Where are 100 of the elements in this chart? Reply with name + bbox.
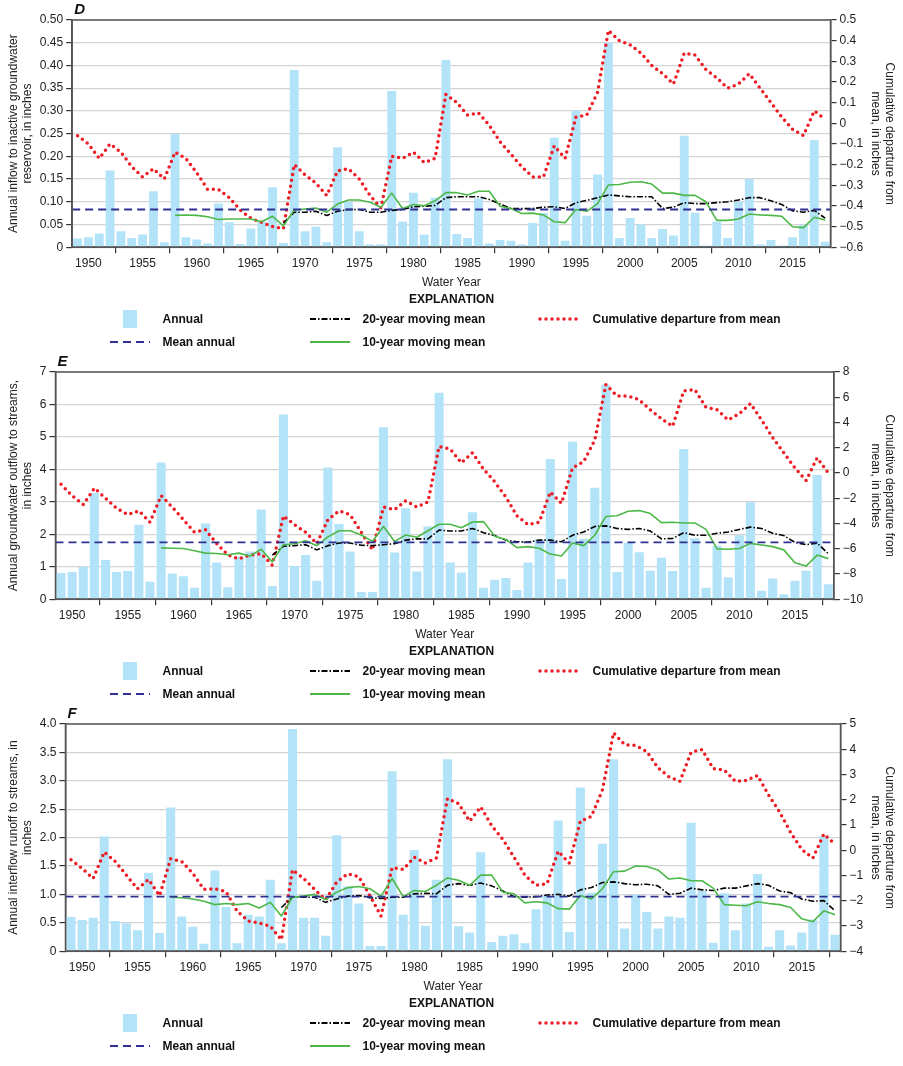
x-tick-label: 2010 (725, 255, 753, 270)
y-axis-title: Annual inflow to inactive groundwater reservoir, in inches (5, 34, 34, 233)
y-tick-label: 0.40 (39, 57, 64, 72)
y2-tick-label: −0.2 (839, 156, 864, 171)
y-axis-title: Annual interflow runoff to streams, in inches (5, 740, 34, 935)
y2-tick-label: −2 (849, 893, 864, 908)
legend-label: Mean annual (162, 335, 236, 349)
y2-tick-label: 3 (849, 766, 857, 781)
y2-tick-label: 1 (849, 817, 857, 832)
x-tick-label: 2015 (788, 959, 816, 974)
x-tick-label: 1980 (392, 607, 420, 622)
legend-label: Annual (162, 1016, 204, 1030)
x-tick-label: 2000 (614, 607, 642, 622)
x-tick-label: 1955 (129, 255, 157, 270)
x-tick-label: 1995 (566, 959, 594, 974)
y2-tick-label: −6 (842, 541, 857, 556)
x-axis-title: Water Year (423, 979, 483, 994)
x-tick-label: 2005 (670, 255, 698, 270)
y-tick-label: 3.0 (39, 773, 57, 788)
y2-tick-label: 2 (849, 792, 857, 807)
legend-label: Annual (162, 312, 204, 326)
x-tick-label: 1960 (170, 607, 198, 622)
y2-axis-title: Cumulative departure from mean, in inches (869, 62, 898, 205)
x-tick-label: 2005 (677, 959, 705, 974)
x-axis-title: Water Year (415, 627, 475, 642)
legend-label: 20-year moving mean (362, 1016, 486, 1030)
x-tick-label: 1975 (345, 959, 373, 974)
x-tick-label: 2005 (670, 607, 698, 622)
x-tick-label: 2015 (779, 255, 807, 270)
y-tick-label: 4 (39, 461, 47, 476)
y-tick-label: 5 (39, 429, 47, 444)
y-tick-label: 0.35 (39, 80, 64, 95)
y2-tick-label: −0.4 (839, 198, 864, 213)
y2-tick-label: 2 (842, 440, 850, 455)
x-tick-label: 1965 (225, 607, 253, 622)
y-tick-label: 2.5 (39, 801, 57, 816)
x-tick-label: 1950 (68, 959, 96, 974)
x-tick-label: 2015 (781, 607, 809, 622)
legend-label: 10-year moving mean (362, 335, 486, 349)
y-tick-label: 0.10 (39, 194, 64, 209)
y-tick-label: 0.50 (39, 12, 64, 27)
x-tick-label: 1990 (511, 959, 539, 974)
legend-label: 20-year moving mean (362, 312, 486, 326)
y-tick-label: 4.0 (39, 716, 57, 731)
y2-tick-label: 4 (849, 741, 857, 756)
x-tick-label: 2010 (725, 607, 753, 622)
y2-tick-label: 0.1 (839, 94, 857, 109)
x-tick-label: 1955 (124, 959, 152, 974)
y2-tick-label: −10 (842, 591, 864, 606)
chart-title: D (74, 0, 86, 17)
y-tick-label: 0.25 (39, 125, 64, 140)
x-tick-label: 1985 (456, 959, 484, 974)
y-tick-label: 0.30 (39, 103, 64, 118)
y-tick-label: 0.45 (39, 35, 64, 50)
x-tick-label: 2000 (616, 255, 644, 270)
y2-tick-label: −2 (842, 490, 857, 505)
y2-tick-label: −4 (849, 943, 864, 958)
y2-tick-label: −0.3 (839, 177, 864, 192)
y-axis-title: Annual groundwater outflow to streams, in inches (5, 379, 34, 592)
legend-title: EXPLANATION (407, 292, 496, 306)
y2-axis-title: Cumulative departure from mean, in inches (869, 414, 898, 557)
y-tick-label: 1.5 (39, 858, 57, 873)
y2-tick-label: 0.4 (839, 32, 857, 47)
legend-label: Annual (162, 664, 204, 678)
y-tick-label: 1 (39, 559, 47, 574)
x-tick-label: 2000 (622, 959, 650, 974)
x-tick-label: 1990 (503, 607, 531, 622)
legend-label: 10-year moving mean (362, 687, 486, 701)
x-tick-label: 1970 (291, 255, 319, 270)
x-tick-label: 1975 (345, 255, 373, 270)
x-tick-label: 1990 (508, 255, 536, 270)
y2-tick-label: 0 (849, 842, 857, 857)
x-tick-label: 1950 (58, 607, 86, 622)
x-tick-label: 1970 (281, 607, 309, 622)
legend-label: Cumulative departure from mean (592, 1016, 781, 1030)
y-tick-label: 0.5 (39, 915, 57, 930)
y-tick-label: 6 (39, 396, 47, 411)
y-tick-label: 1.0 (39, 886, 57, 901)
x-tick-label: 1985 (447, 607, 476, 622)
y2-tick-label: 8 (842, 364, 850, 379)
legend-label: Cumulative departure from mean (592, 312, 781, 326)
x-tick-label: 1960 (183, 255, 211, 270)
y2-tick-label: 4 (842, 414, 850, 429)
x-tick-label: 1975 (336, 607, 364, 622)
y2-tick-label: 0.3 (839, 53, 857, 68)
y-tick-label: 3.5 (39, 744, 57, 759)
chart-title: E (57, 351, 69, 369)
y-tick-label: 7 (39, 364, 47, 379)
legend-label: 10-year moving mean (362, 1039, 486, 1053)
y2-tick-label: −8 (842, 566, 857, 581)
y-tick-label: 0.20 (39, 148, 64, 163)
x-tick-label: 1970 (290, 959, 318, 974)
y2-tick-label: 0.5 (839, 12, 857, 27)
x-tick-label: 1960 (179, 959, 207, 974)
y-tick-label: 3 (39, 494, 47, 509)
x-tick-label: 1985 (454, 255, 482, 270)
y2-tick-label: −3 (849, 918, 864, 933)
y-tick-label: 0 (49, 943, 57, 958)
x-tick-label: 1995 (559, 607, 587, 622)
y-tick-label: 0 (39, 591, 47, 606)
